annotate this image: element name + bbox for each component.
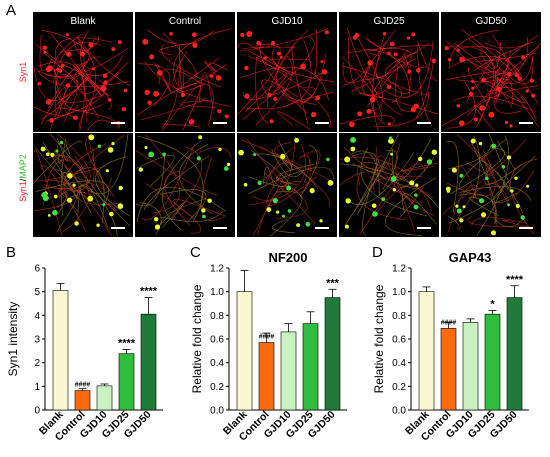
panel-letter-d: D bbox=[372, 244, 383, 261]
column-header-bg bbox=[441, 12, 541, 28]
y-tick-label: 6 bbox=[34, 264, 40, 275]
y-tick-label: 0.2 bbox=[392, 382, 406, 393]
bar-blank bbox=[418, 291, 435, 411]
bar-gjd50 bbox=[506, 297, 523, 411]
bar-gjd25 bbox=[118, 353, 135, 411]
y-tick-label: 1.2 bbox=[210, 264, 224, 275]
y-tick-label: 1 bbox=[34, 382, 40, 393]
column-header-label: GJD10 bbox=[271, 16, 303, 27]
chart-title: GAP43 bbox=[449, 250, 492, 265]
y-tick-label: 0.8 bbox=[210, 311, 224, 322]
column-header-label: Blank bbox=[70, 16, 96, 27]
column-header-label: GJD25 bbox=[373, 16, 405, 27]
bar-gjd50 bbox=[140, 313, 157, 411]
significance-label: *** bbox=[326, 277, 340, 289]
scale-bar bbox=[519, 227, 533, 229]
significance-label: #### bbox=[75, 382, 91, 389]
scale-bar bbox=[111, 122, 125, 124]
micrograph-syn1-tile bbox=[135, 28, 235, 132]
bar-blank bbox=[52, 290, 69, 411]
panel-letter-b: B bbox=[6, 244, 17, 261]
significance-label: * bbox=[490, 299, 495, 311]
y-tick-label: 0.0 bbox=[392, 406, 406, 417]
y-axis-label: Syn1 intensity bbox=[6, 302, 20, 377]
column-header-bg bbox=[135, 12, 235, 28]
micrograph-syn1-tile bbox=[236, 27, 337, 132]
y-tick-label: 0.4 bbox=[210, 358, 224, 369]
bar-gjd25 bbox=[302, 323, 319, 411]
micrograph-syn1-tile bbox=[33, 28, 133, 132]
panel-letter-a: A bbox=[6, 2, 17, 19]
micrograph-syn1-tile bbox=[441, 28, 542, 132]
scale-bar bbox=[315, 227, 329, 229]
y-tick-label: 0.6 bbox=[392, 335, 406, 346]
chart-gap43: GAP43 Relative fold change 0.0 0.2 0.4 0.6 0.8… bbox=[372, 250, 529, 444]
column-header-bg bbox=[33, 12, 133, 28]
column-header-bg bbox=[339, 12, 439, 28]
row-label-syn1: Syn1 bbox=[18, 62, 28, 83]
bar-control bbox=[74, 390, 91, 411]
column-header-label: Control bbox=[169, 16, 201, 27]
bar-gjd50 bbox=[324, 297, 341, 411]
bar-gjd10 bbox=[280, 331, 297, 411]
column-header-bg bbox=[237, 12, 337, 28]
bar-gjd25 bbox=[484, 313, 501, 411]
bar-control bbox=[440, 328, 457, 411]
micrograph-merge-tile bbox=[237, 133, 337, 237]
panel-letter-c: C bbox=[190, 244, 201, 261]
y-tick-label: 1.2 bbox=[392, 264, 406, 275]
micrograph-merge-tile bbox=[441, 133, 541, 237]
significance-label: **** bbox=[118, 337, 136, 349]
y-tick-label: 2 bbox=[34, 358, 40, 369]
bar-blank bbox=[236, 291, 253, 411]
significance-label: #### bbox=[259, 334, 275, 341]
y-tick-label: 0.6 bbox=[210, 335, 224, 346]
y-tick-label: 0.8 bbox=[392, 311, 406, 322]
scale-bar bbox=[417, 227, 431, 229]
y-tick-label: 1.0 bbox=[392, 287, 406, 298]
y-axis-label: Relative fold change bbox=[372, 284, 386, 393]
y-tick-label: 1.0 bbox=[210, 287, 224, 298]
scale-bar bbox=[111, 227, 125, 229]
significance-label: **** bbox=[140, 286, 158, 298]
micrograph-merge-tile bbox=[339, 132, 439, 237]
bar-control bbox=[258, 342, 275, 411]
y-tick-label: 0.0 bbox=[210, 406, 224, 417]
scale-bar bbox=[315, 122, 329, 124]
y-tick-label: 0 bbox=[34, 406, 40, 417]
scale-bar bbox=[213, 227, 227, 229]
row-label-map2-part: MAP2 bbox=[18, 154, 28, 179]
bar-gjd10 bbox=[462, 322, 479, 411]
scale-bar bbox=[213, 122, 227, 124]
bar-gjd10 bbox=[96, 385, 113, 411]
chart-nf200: NF200 Relative fold change 0.0 0.2 0.4 0.6 0.8… bbox=[190, 250, 347, 444]
scale-bar bbox=[417, 122, 431, 124]
row-label-syn1-part: Syn1 bbox=[18, 181, 28, 202]
column-header-label: GJD50 bbox=[475, 16, 507, 27]
micrograph-grid: Blank Control GJD10 GJD25 GJD50 Syn1 Syn1/MA… bbox=[18, 12, 542, 237]
significance-label: **** bbox=[506, 274, 524, 286]
micrograph-merge-tile bbox=[32, 133, 133, 237]
row-label-syn1-map2: Syn1/MAP2 bbox=[18, 154, 28, 202]
scale-bar bbox=[519, 122, 533, 124]
y-tick-label: 0.4 bbox=[392, 358, 406, 369]
micrograph-merge-tile bbox=[135, 133, 235, 237]
row-label-separator: / bbox=[18, 178, 28, 181]
micrograph-syn1-tile bbox=[338, 28, 439, 132]
y-tick-label: 4 bbox=[34, 311, 40, 322]
y-axis-label: Relative fold change bbox=[190, 284, 204, 393]
y-tick-label: 5 bbox=[34, 287, 40, 298]
y-tick-label: 0.2 bbox=[210, 382, 224, 393]
chart-title: NF200 bbox=[268, 250, 307, 265]
chart-syn1-intensity: Syn1 intensity0123456Blank####ControlGJD… bbox=[6, 264, 163, 444]
y-tick-label: 3 bbox=[34, 335, 40, 346]
significance-label: #### bbox=[441, 319, 457, 326]
